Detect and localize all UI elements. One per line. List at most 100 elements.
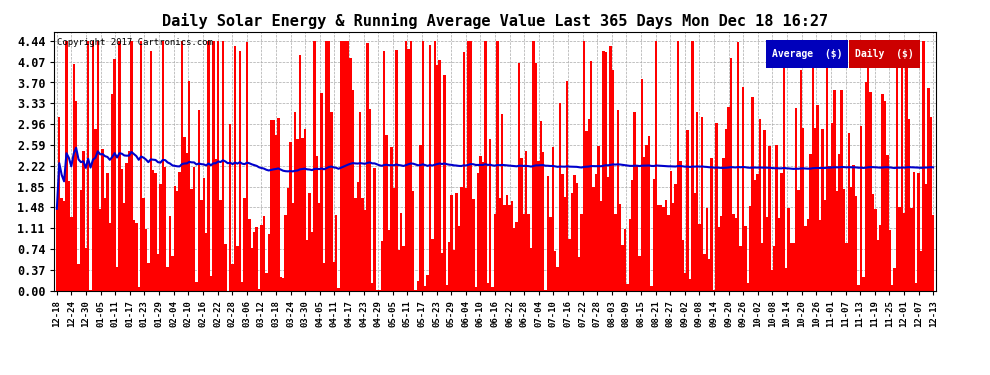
Bar — [758, 119, 761, 291]
Bar — [419, 146, 422, 291]
Bar — [634, 112, 636, 291]
Bar — [893, 268, 896, 291]
Bar — [913, 172, 915, 291]
Bar — [814, 128, 817, 291]
Bar — [448, 242, 450, 291]
Bar — [133, 219, 135, 291]
Bar — [80, 190, 82, 291]
Bar — [549, 217, 551, 291]
Bar — [154, 173, 156, 291]
Bar — [845, 243, 847, 291]
Bar — [220, 200, 222, 291]
Bar — [501, 114, 504, 291]
Bar — [138, 288, 140, 291]
Bar — [292, 203, 294, 291]
Bar — [309, 193, 311, 291]
Bar — [756, 174, 758, 291]
Bar — [164, 167, 166, 291]
Bar — [508, 204, 511, 291]
Bar — [248, 219, 250, 291]
Bar — [785, 268, 787, 291]
Bar — [619, 204, 622, 291]
Bar — [694, 194, 696, 291]
Bar — [126, 164, 128, 291]
Bar — [313, 41, 316, 291]
Bar — [198, 110, 200, 291]
Bar — [405, 41, 407, 291]
Bar — [474, 286, 477, 291]
Bar — [176, 191, 178, 291]
Bar — [647, 136, 650, 291]
Bar — [494, 214, 496, 291]
Bar — [181, 41, 183, 291]
Bar — [583, 41, 585, 291]
Bar — [465, 188, 467, 291]
Bar — [402, 246, 405, 291]
Bar — [655, 41, 657, 291]
Bar — [674, 184, 677, 291]
Bar — [857, 285, 859, 291]
Bar — [388, 230, 390, 291]
Bar — [205, 233, 207, 291]
Bar — [915, 283, 918, 291]
Bar — [82, 151, 84, 291]
Bar — [92, 41, 94, 291]
Bar — [605, 52, 607, 291]
Bar — [607, 177, 610, 291]
Bar — [826, 41, 829, 291]
Bar — [733, 214, 735, 291]
Bar — [521, 158, 523, 291]
Bar — [783, 49, 785, 291]
Text: Daily  ($): Daily ($) — [855, 49, 914, 59]
Text: Average  ($): Average ($) — [772, 49, 842, 59]
Bar — [114, 58, 116, 291]
Bar — [575, 183, 578, 291]
Bar — [432, 239, 434, 291]
Bar — [641, 80, 644, 291]
Bar — [340, 41, 343, 291]
Bar — [378, 290, 380, 291]
Bar — [834, 90, 836, 291]
Bar — [677, 41, 679, 291]
Bar — [841, 90, 842, 291]
Bar — [684, 273, 686, 291]
Bar — [535, 63, 538, 291]
Bar — [274, 135, 277, 291]
Bar — [773, 246, 775, 291]
Bar — [237, 246, 239, 291]
Bar — [272, 120, 275, 291]
Bar — [932, 216, 935, 291]
Bar — [540, 121, 542, 291]
Bar — [595, 174, 597, 291]
Bar — [706, 208, 708, 291]
Bar — [831, 123, 834, 291]
Bar — [246, 42, 248, 291]
Bar — [513, 228, 516, 291]
Bar — [708, 260, 711, 291]
Bar — [284, 215, 287, 291]
Bar — [333, 262, 335, 291]
Bar — [884, 101, 886, 291]
Bar — [186, 153, 188, 291]
Bar — [506, 195, 508, 291]
Bar — [159, 184, 161, 291]
Bar — [63, 201, 65, 291]
Bar — [183, 136, 186, 291]
Bar — [516, 222, 518, 291]
Bar — [563, 197, 566, 291]
Bar — [518, 63, 521, 291]
Bar — [852, 165, 855, 291]
Bar — [800, 70, 802, 291]
Bar — [533, 41, 535, 291]
Bar — [410, 41, 412, 291]
Bar — [472, 199, 474, 291]
Bar — [761, 243, 763, 291]
Bar — [207, 41, 210, 291]
Bar — [869, 92, 872, 291]
Bar — [439, 60, 441, 291]
Bar — [260, 225, 262, 291]
Bar — [349, 57, 351, 291]
Bar — [255, 227, 257, 291]
Bar — [363, 210, 366, 291]
Bar — [850, 187, 852, 291]
